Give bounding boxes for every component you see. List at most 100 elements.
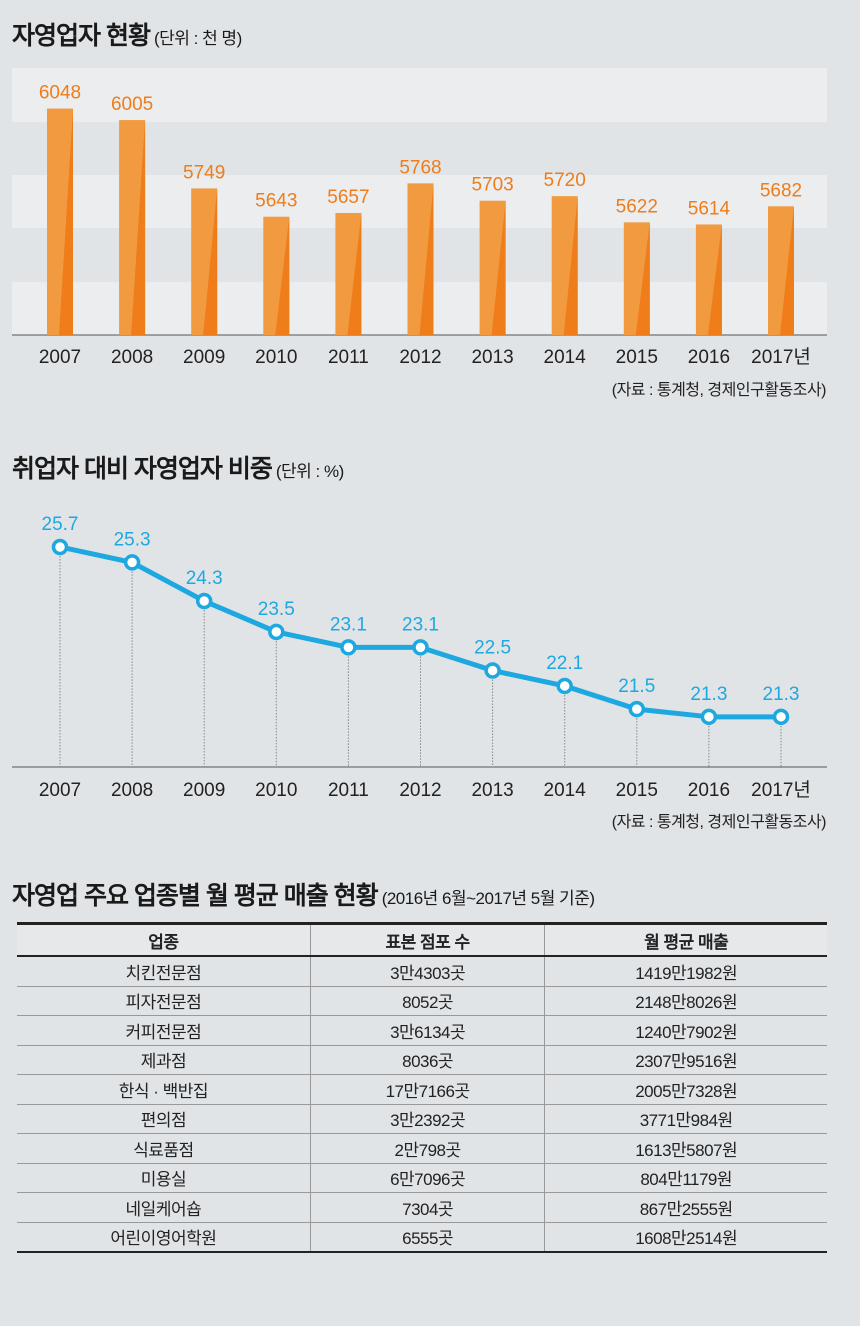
table-cell: 6555곳 bbox=[309, 1222, 545, 1253]
point-value-label: 25.3 bbox=[114, 529, 151, 550]
table-cell: 제과점 bbox=[17, 1045, 311, 1075]
x-tick-label: 2011 bbox=[328, 347, 369, 368]
table-cell: 1419만1982원 bbox=[544, 956, 827, 987]
bar-chart-title: 자영업자 현황 (단위 : 천 명) bbox=[12, 22, 242, 50]
bar-chart-source: (자료 : 통계청, 경제인구활동조사) bbox=[611, 382, 827, 399]
table-cell: 2148만8026원 bbox=[544, 986, 827, 1016]
table-row: 커피전문점 3만6134곳 1240만7902원 bbox=[17, 1015, 827, 1046]
table-cell: 커피전문점 bbox=[17, 1015, 311, 1046]
point-value-label: 21.3 bbox=[690, 684, 727, 705]
x-tick-label: 2016 bbox=[688, 347, 730, 368]
table-cell: 네일케어숍 bbox=[17, 1192, 311, 1223]
bar-value-label: 6048 bbox=[39, 83, 81, 104]
column-header: 월 평균 매출 bbox=[544, 923, 827, 957]
point-value-label: 23.5 bbox=[258, 599, 295, 620]
table-row: 한식 · 백반집 17만7166곳 2005만7328원 bbox=[17, 1074, 827, 1105]
table-cell: 6만7096곳 bbox=[309, 1163, 545, 1193]
point-value-label: 23.1 bbox=[330, 614, 367, 635]
x-tick-label: 2009 bbox=[183, 780, 225, 800]
point-value-label: 23.1 bbox=[402, 614, 439, 635]
bar-value-label: 5622 bbox=[616, 196, 658, 217]
bar-shade bbox=[59, 108, 73, 335]
column-header: 표본 점포 수 bbox=[309, 923, 545, 957]
x-tick-label: 2008 bbox=[111, 347, 153, 368]
bar-value-label: 5682 bbox=[760, 180, 802, 201]
table-cell: 804만1179원 bbox=[544, 1163, 827, 1193]
table-cell: 3만6134곳 bbox=[309, 1015, 545, 1046]
x-tick-label: 2016 bbox=[688, 780, 730, 800]
bar-shade bbox=[131, 120, 146, 335]
bar-shade bbox=[347, 212, 362, 335]
table-cell: 2307만9516원 bbox=[544, 1045, 827, 1075]
x-tick-label: 2008 bbox=[111, 780, 153, 800]
bar-shade bbox=[203, 188, 218, 335]
x-tick-label: 2007 bbox=[39, 780, 81, 800]
bar-shade bbox=[707, 224, 722, 335]
data-point bbox=[700, 708, 718, 726]
bar-value-label: 5614 bbox=[688, 198, 731, 219]
table-cell: 식료품점 bbox=[17, 1133, 311, 1164]
table-cell: 3771만984원 bbox=[544, 1104, 827, 1134]
table-row: 치킨전문점 3만4303곳 1419만1982원 bbox=[17, 956, 827, 987]
data-point bbox=[51, 538, 69, 556]
table-cell: 8052곳 bbox=[309, 986, 545, 1016]
table-cell: 어린이영어학원 bbox=[17, 1222, 311, 1253]
table-cell: 한식 · 백반집 bbox=[17, 1074, 311, 1105]
x-tick-label: 2017년 bbox=[751, 346, 811, 368]
table-cell: 미용실 bbox=[17, 1163, 311, 1193]
x-tick-label: 2015 bbox=[616, 780, 658, 800]
line-chart-title: 취업자 대비 자영업자 비중 (단위 : %) bbox=[12, 455, 344, 483]
x-tick-label: 2014 bbox=[544, 780, 587, 800]
x-tick-label: 2007 bbox=[39, 347, 81, 368]
table-cell: 8036곳 bbox=[309, 1045, 545, 1075]
point-value-label: 25.7 bbox=[42, 514, 79, 535]
table-title: 자영업 주요 업종별 월 평균 매출 현황 (2016년 6월~2017년 5월 … bbox=[12, 882, 595, 910]
column-header: 업종 bbox=[17, 923, 311, 957]
data-point bbox=[195, 592, 213, 610]
x-tick-label: 2017년 bbox=[751, 779, 811, 800]
data-point bbox=[772, 708, 790, 726]
point-value-label: 21.5 bbox=[618, 676, 655, 697]
bar-value-label: 5768 bbox=[399, 157, 441, 178]
table-cell: 2005만7328원 bbox=[544, 1074, 827, 1105]
bar-shade bbox=[635, 222, 650, 335]
x-tick-label: 2013 bbox=[471, 347, 513, 368]
table-row: 네일케어숍 7304곳 867만2555원 bbox=[17, 1192, 827, 1223]
bar-shade bbox=[419, 183, 434, 335]
table-cell: 1240만7902원 bbox=[544, 1015, 827, 1046]
x-tick-label: 2010 bbox=[255, 347, 297, 368]
x-tick-label: 2012 bbox=[399, 780, 441, 800]
table-row: 제과점 8036곳 2307만9516원 bbox=[17, 1045, 827, 1075]
bar-value-label: 6005 bbox=[111, 94, 153, 115]
bar-shade bbox=[491, 200, 506, 335]
x-tick-label: 2010 bbox=[255, 780, 297, 800]
table-cell: 2만798곳 bbox=[309, 1133, 545, 1164]
bar-value-label: 5703 bbox=[471, 175, 513, 196]
bar-shade bbox=[563, 196, 578, 335]
table-row: 식료품점 2만798곳 1613만5807원 bbox=[17, 1133, 827, 1164]
bar-value-label: 5749 bbox=[183, 162, 225, 183]
bar-shade bbox=[275, 216, 290, 335]
table-row: 어린이영어학원 6555곳 1608만2514원 bbox=[17, 1222, 827, 1253]
table-cell: 17만7166곳 bbox=[309, 1074, 545, 1105]
table-cell: 7304곳 bbox=[309, 1192, 545, 1223]
table-cell: 3만2392곳 bbox=[309, 1104, 545, 1134]
grid-band bbox=[12, 68, 827, 122]
point-value-label: 21.3 bbox=[763, 684, 800, 705]
x-tick-label: 2009 bbox=[183, 347, 225, 368]
table-row: 편의점 3만2392곳 3771만984원 bbox=[17, 1104, 827, 1134]
x-tick-label: 2012 bbox=[399, 347, 441, 368]
line-chart: 25.7 2007 25.3 2008 24.3 2009 23.5 2010 23.1 2011… bbox=[12, 514, 827, 800]
data-point bbox=[556, 677, 573, 695]
table-cell: 867만2555원 bbox=[544, 1192, 827, 1223]
x-tick-label: 2014 bbox=[544, 347, 587, 368]
table-cell: 피자전문점 bbox=[17, 986, 311, 1016]
bar-shade bbox=[780, 206, 794, 335]
x-tick-label: 2015 bbox=[616, 347, 658, 368]
line-chart-source: (자료 : 통계청, 경제인구활동조사) bbox=[611, 814, 827, 831]
x-tick-label: 2013 bbox=[471, 780, 513, 800]
bar-value-label: 5720 bbox=[544, 170, 586, 191]
data-point bbox=[628, 700, 646, 718]
